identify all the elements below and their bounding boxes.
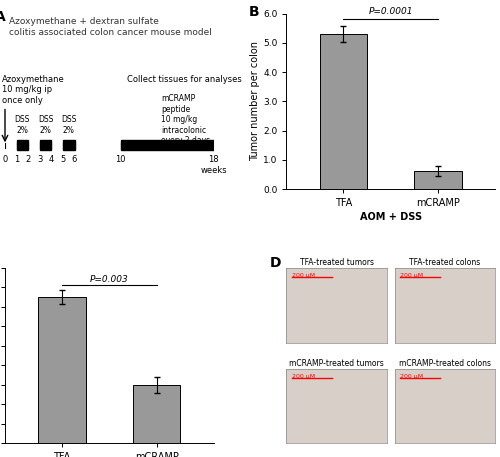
Text: 2: 2 (26, 155, 31, 164)
Bar (133, 385, 180, 443)
Text: P=0.003: P=0.003 (90, 275, 128, 283)
Text: 10: 10 (116, 155, 126, 164)
Bar (40, 140, 52, 150)
Text: 4: 4 (48, 155, 54, 164)
Text: Azoxymethane + dextran sulfate
colitis associated colon cancer mouse model: Azoxymethane + dextran sulfate colitis a… (9, 17, 212, 37)
Text: DSS
2%: DSS 2% (14, 115, 30, 135)
Text: 0: 0 (2, 155, 7, 164)
Text: DSS
2%: DSS 2% (61, 115, 76, 135)
Text: D: D (270, 255, 281, 270)
Title: TFA-treated tumors: TFA-treated tumors (300, 258, 374, 267)
Text: Collect tissues for analyses: Collect tissues for analyses (126, 75, 242, 84)
Y-axis label: Tumor number per colon: Tumor number per colon (250, 42, 260, 161)
Text: weeks: weeks (200, 166, 227, 175)
Text: 200 μM: 200 μM (400, 273, 423, 278)
Bar (414, 170, 462, 189)
Bar (121, 140, 214, 150)
Text: DSS
2%: DSS 2% (38, 115, 53, 135)
Text: B: B (249, 5, 260, 19)
Bar (38, 297, 86, 443)
Text: mCRAMP
peptide
10 mg/kg
intracolonic
every 2 days: mCRAMP peptide 10 mg/kg intracolonic eve… (162, 94, 210, 145)
X-axis label: AOM + DSS: AOM + DSS (360, 212, 422, 222)
Text: P=0.0001: P=0.0001 (368, 7, 413, 16)
Text: 200 μM: 200 μM (292, 273, 314, 278)
Bar (16, 140, 28, 150)
Bar (63, 140, 74, 150)
Text: 200 μM: 200 μM (400, 374, 423, 379)
Text: 18: 18 (208, 155, 219, 164)
Title: TFA-treated colons: TFA-treated colons (410, 258, 480, 267)
Text: A: A (0, 10, 6, 24)
Text: 6: 6 (72, 155, 77, 164)
Text: 3: 3 (37, 155, 43, 164)
Title: mCRAMP-treated tumors: mCRAMP-treated tumors (289, 359, 384, 368)
Text: 5: 5 (60, 155, 66, 164)
Bar (320, 34, 367, 189)
Text: 200 μM: 200 μM (292, 374, 314, 379)
Text: 1: 1 (14, 155, 19, 164)
Title: mCRAMP-treated colons: mCRAMP-treated colons (399, 359, 491, 368)
Text: Azoxymethane
10 mg/kg ip
once only: Azoxymethane 10 mg/kg ip once only (2, 75, 64, 105)
